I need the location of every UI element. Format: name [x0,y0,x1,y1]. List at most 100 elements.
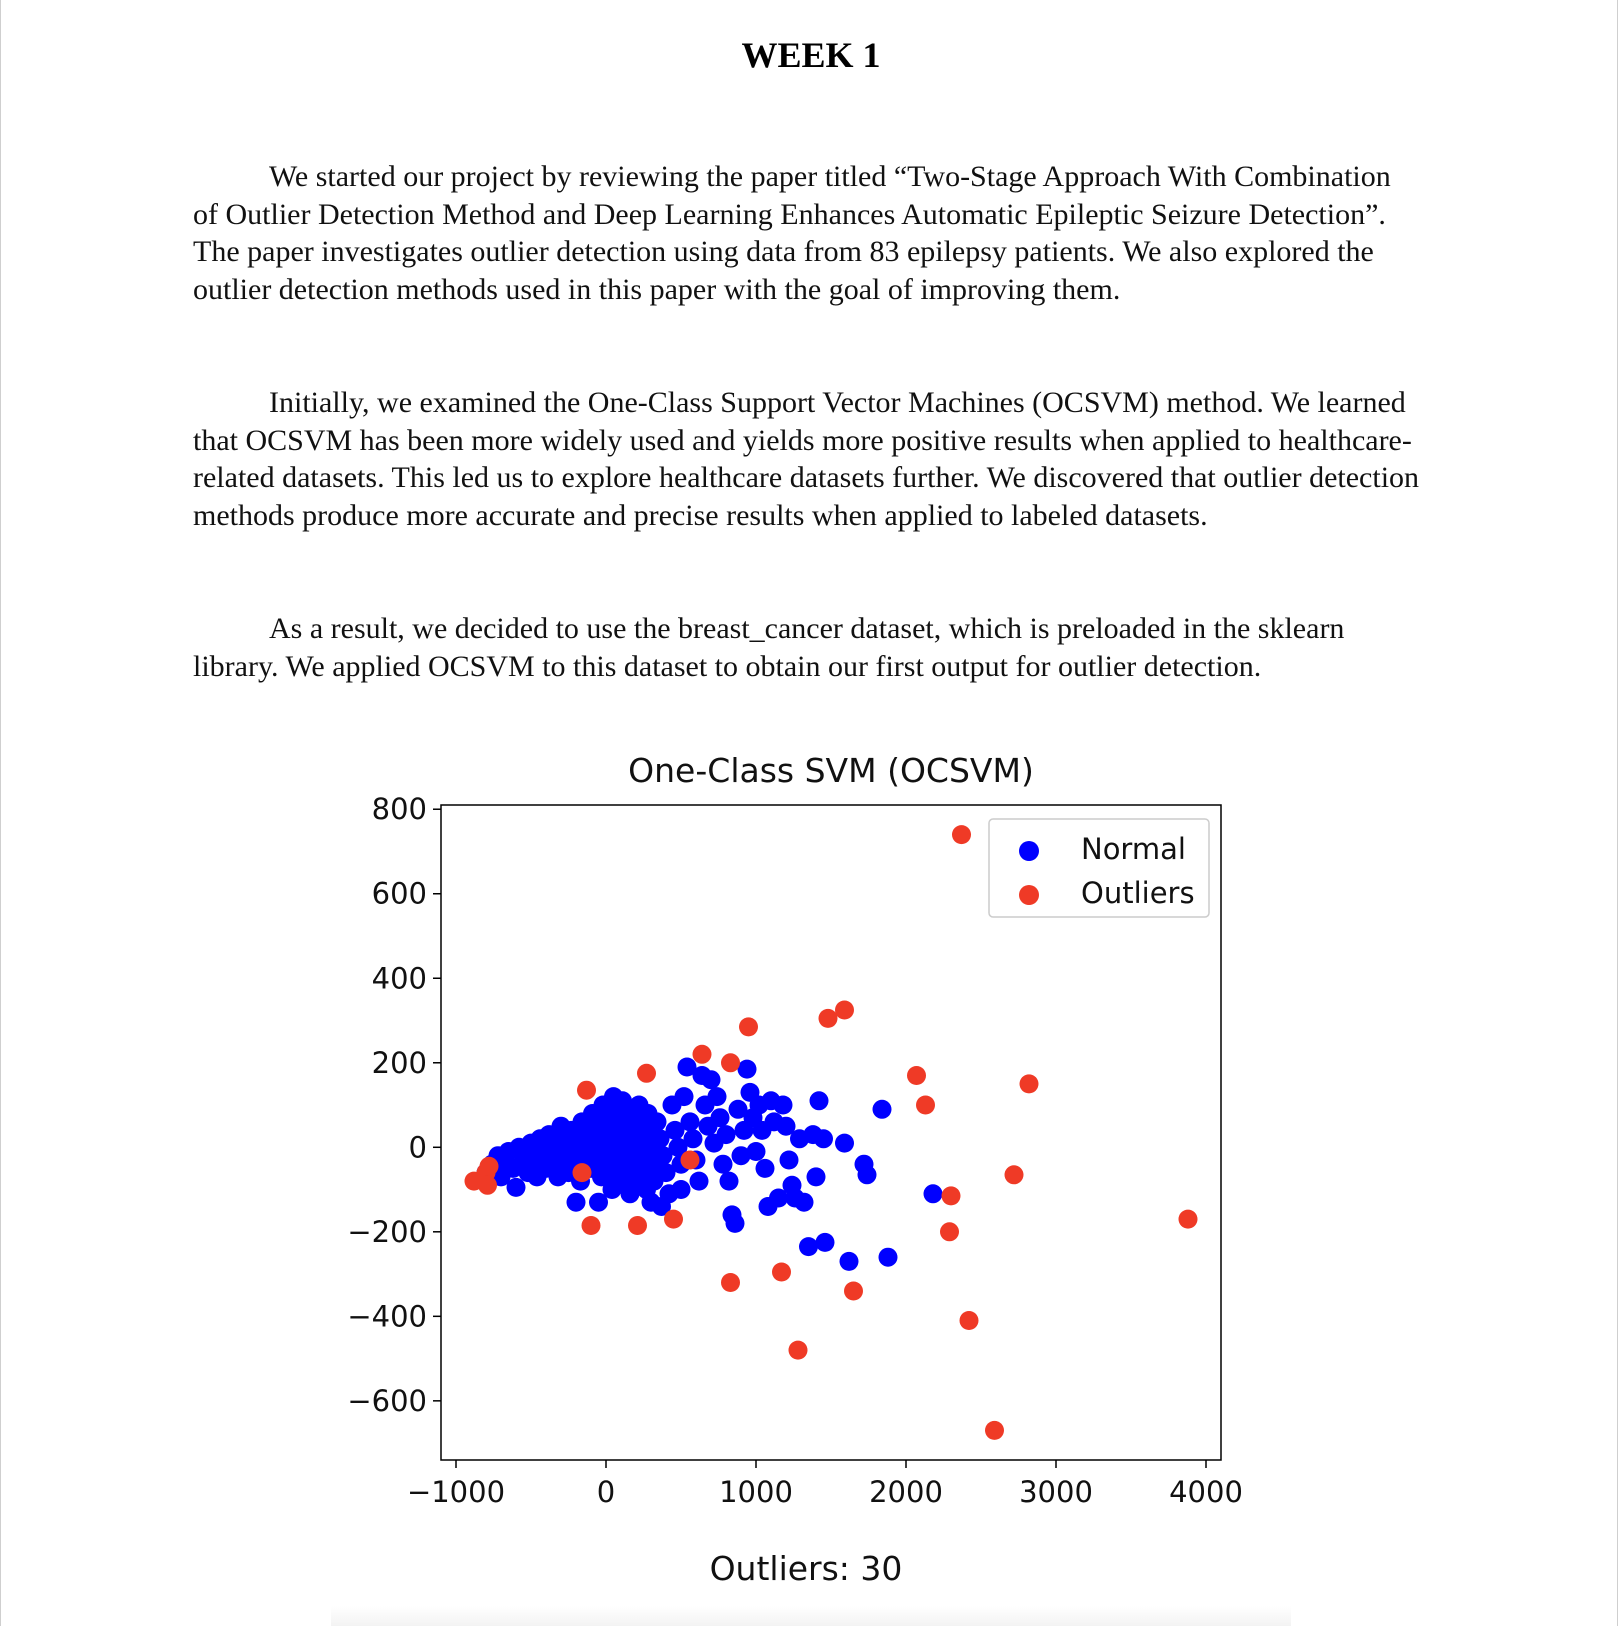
normal-point-131 [872,1099,892,1119]
normal-point-87 [689,1171,709,1191]
normal-point-139 [652,1197,671,1216]
normal-point-84 [680,1112,700,1132]
normal-point-82 [674,1087,694,1107]
y-tick-label-3: 200 [372,1046,427,1080]
normal-point-127 [835,1133,854,1153]
x-tick-label-2: 1000 [719,1475,793,1509]
normal-point-106 [746,1142,766,1161]
normal-point-97 [719,1171,739,1191]
normal-point-100 [728,1099,748,1119]
outlier-point-11 [739,1017,758,1037]
normal-point-74 [650,1129,670,1149]
normal-point-135 [589,1192,608,1212]
legend-marker-0 [1019,841,1039,861]
normal-point-103 [737,1059,757,1079]
outlier-point-13 [772,1262,791,1282]
page-heading: WEEK 1 [741,35,881,75]
outlier-point-27 [1178,1209,1198,1229]
outlier-point-12 [721,1273,740,1292]
y-tick-label-6: −400 [347,1299,427,1333]
outlier-point-21 [940,1222,959,1242]
legend-box [988,818,1210,918]
outlier-point-6 [628,1216,647,1235]
normal-point-114 [773,1095,793,1115]
outlier-point-23 [959,1311,979,1330]
normal-point-121 [799,1237,818,1257]
normal-point-94 [710,1108,730,1128]
paragraph-1: We started our project by reviewing the … [193,160,1391,306]
normal-point-125 [814,1129,833,1149]
normal-point-128 [839,1251,859,1271]
normal-point-96 [716,1125,736,1145]
normal-point-95 [713,1154,733,1174]
paragraph-3: As a result, we decided to use the breas… [193,612,1345,683]
chart-svg: One-Class SVM (OCSVM) −1000 0 1000 2000 3000… [347,751,1243,1588]
normal-point-93 [707,1087,727,1107]
outlier-point-2 [478,1175,497,1195]
outlier-point-17 [844,1281,863,1301]
outlier-point-14 [788,1340,808,1360]
normal-point-123 [806,1167,826,1187]
outlier-point-16 [835,1000,854,1020]
y-tick-label-7: −600 [347,1384,427,1418]
x-tick-label-3: 2000 [869,1475,943,1509]
outlier-point-28 [572,1163,592,1183]
normal-point-76 [656,1163,676,1183]
outlier-point-19 [916,1095,935,1115]
outlier-point-4 [577,1080,596,1100]
normal-point-126 [815,1232,835,1252]
normal-point-137 [620,1184,640,1204]
outlier-point-22 [952,825,971,845]
y-tick-label-0: 800 [372,792,427,826]
outlier-point-8 [664,1209,683,1229]
normal-point-83 [677,1057,697,1077]
y-tick-label-1: 600 [372,877,427,911]
outlier-point-15 [818,1008,838,1028]
x-tick-label-5: 4000 [1169,1475,1243,1509]
normal-point-75 [653,1146,673,1166]
paragraph-2: Initially, we examined the One-Class Sup… [193,386,1420,532]
plot-frame [440,804,1222,1461]
outlier-point-5 [581,1216,601,1235]
normal-point-80 [668,1137,688,1157]
chart-title: One-Class SVM (OCSVM) [628,751,1034,790]
page-bottom-shade [331,1606,1291,1626]
normal-point-120 [794,1192,814,1212]
normal-point-85 [683,1129,703,1149]
normal-point-91 [701,1070,721,1090]
outlier-point-26 [1019,1074,1039,1094]
x-axis-label: Outliers: 30 [710,1549,903,1588]
ocsvm-scatter-chart: One-Class SVM (OCSVM) −1000 0 1000 2000 3000… [331,745,1281,1605]
outlier-point-24 [985,1420,1004,1440]
outlier-point-9 [692,1044,712,1064]
normal-point-124 [809,1091,829,1111]
x-tick-label-1: 0 [597,1475,615,1509]
normal-point-109 [755,1158,775,1178]
normal-point-134 [566,1192,586,1212]
normal-point-132 [878,1247,898,1267]
outlier-point-10 [721,1053,740,1073]
outlier-point-7 [637,1063,656,1083]
normal-point-73 [647,1112,667,1132]
normal-point-130 [857,1165,877,1185]
y-tick-label-2: 400 [372,961,427,995]
normal-point-115 [776,1116,796,1136]
normal-point-7 [506,1177,526,1197]
normal-point-116 [779,1150,799,1170]
outlier-point-3 [479,1156,499,1176]
y-tick-label-5: −200 [347,1215,427,1249]
normal-point-138 [671,1180,691,1199]
x-tick-label-4: 3000 [1019,1475,1093,1509]
normal-point-113 [769,1188,788,1208]
y-tick-label-4: 0 [409,1130,427,1164]
normal-point-133 [923,1184,943,1204]
outlier-point-18 [907,1066,926,1085]
normal-point-101 [731,1146,751,1166]
outlier-point-20 [941,1186,961,1206]
legend-label-0: Normal [1081,832,1186,866]
outlier-point-29 [680,1150,700,1170]
normal-point-79 [665,1120,685,1140]
outlier-point-25 [1004,1165,1024,1185]
legend-label-1: Outliers [1081,876,1195,910]
